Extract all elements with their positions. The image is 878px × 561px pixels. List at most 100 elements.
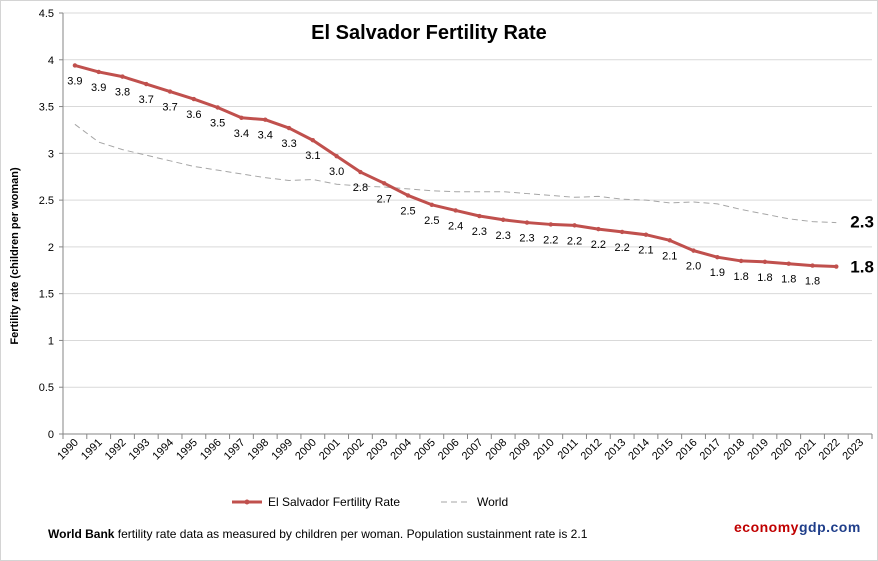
axes: [62, 13, 873, 439]
x-tick-label: 2023: [840, 437, 866, 463]
y-tick-label: 4.5: [39, 8, 54, 20]
chart-title: El Salvador Fertility Rate: [311, 22, 547, 44]
data-label: 2.4: [448, 220, 463, 232]
data-label: 1.8: [781, 274, 796, 286]
data-label: 2.1: [662, 250, 677, 262]
data-label: 2.3: [496, 230, 511, 242]
legend: El Salvador Fertility Rate World: [232, 495, 508, 509]
data-label: 3.4: [258, 130, 273, 142]
el-salvador-point: [120, 74, 125, 79]
x-tick-label: 2019: [745, 437, 771, 463]
el-salvador-point: [715, 254, 720, 260]
el-salvador-point: [453, 208, 458, 213]
el-salvador-point: [643, 232, 649, 237]
el-salvador-point: [548, 222, 553, 227]
el-salvador-point: [596, 226, 601, 232]
data-label: 2.0: [686, 261, 701, 273]
x-tick-label: 1999: [269, 437, 295, 463]
data-label: 3.1: [305, 150, 320, 162]
el-salvador-point: [810, 263, 815, 268]
el-salvador-point: [667, 238, 672, 243]
x-tick-label: 1997: [222, 437, 248, 463]
data-label: 2.3: [472, 226, 487, 238]
x-tick-label: 2007: [460, 437, 486, 463]
brand-logo[interactable]: economygdp.com: [734, 519, 861, 535]
y-tick-label: 4: [48, 55, 54, 67]
el-salvador-point: [286, 125, 292, 131]
x-tick-label: 1995: [174, 437, 200, 463]
el-salvador-point: [762, 259, 768, 265]
x-tick-label: 1996: [198, 437, 224, 463]
x-tick-label: 2003: [365, 437, 391, 463]
x-tick-label: 1998: [246, 437, 272, 463]
data-label: 3.3: [281, 138, 296, 150]
data-label: 2.5: [400, 205, 415, 217]
y-axis-label: Fertility rate (children per woman): [9, 167, 21, 345]
x-tick-label: 1993: [127, 437, 153, 463]
el-salvador-point: [144, 81, 149, 87]
data-label: 2.8: [353, 182, 368, 194]
el-salvador-point: [572, 223, 577, 228]
data-label: 2.2: [615, 242, 630, 254]
data-label: 2.3: [519, 233, 534, 245]
legend-marker-el-salvador: [244, 499, 250, 505]
footnote: World Bank fertility rate data as measur…: [48, 527, 587, 541]
el-salvador-point: [429, 202, 435, 207]
brand-part1: economy: [734, 519, 799, 535]
x-tick-label: 2010: [531, 437, 557, 463]
x-tick-label: 2022: [817, 437, 843, 463]
el-salvador-point: [167, 89, 173, 94]
el-salvador-point: [310, 138, 316, 143]
data-label: 3.8: [115, 87, 130, 99]
data-label: 1.8: [805, 276, 820, 288]
el-salvador-point: [334, 153, 339, 159]
el-salvador-point: [524, 220, 530, 225]
x-tick-label: 1994: [150, 437, 176, 463]
x-tick-label: 1992: [103, 437, 129, 463]
x-tick-label: 2018: [721, 437, 747, 463]
series-world: [74, 123, 837, 224]
world-line: [74, 123, 837, 224]
data-label: 3.9: [67, 75, 82, 87]
end-labels: 2.3 1.8: [850, 213, 874, 277]
data-label: 3.7: [139, 94, 154, 106]
el-salvador-point: [477, 213, 482, 219]
legend-label-world: World: [477, 495, 508, 509]
el-salvador-point: [691, 248, 696, 253]
y-tick-label: 1: [48, 335, 54, 347]
data-label: 2.5: [424, 215, 439, 227]
y-tick-label: 0.5: [39, 382, 54, 394]
x-tick-label: 1990: [55, 437, 81, 463]
footnote-text: fertility rate data as measured by child…: [114, 527, 588, 541]
x-tick-labels: 1990199119921993199419951996199719981999…: [55, 437, 866, 463]
x-tick-label: 2021: [793, 437, 819, 463]
data-labels: 3.9 3.9 3.8 3.7 3.7 3.6 3.5 3.4 3.4 3.3 3.1 3.0 2.8 2…: [67, 75, 820, 287]
x-tick-label: 2016: [674, 437, 700, 463]
data-label: 1.8: [757, 272, 772, 284]
el-salvador-point: [405, 193, 411, 198]
y-tick-label: 2: [48, 242, 54, 254]
el-salvador-point: [500, 217, 506, 222]
end-label-el-salvador: 1.8: [850, 258, 874, 277]
x-tick-label: 2020: [769, 437, 795, 463]
x-tick-label: 2009: [507, 437, 533, 463]
x-tick-label: 1991: [79, 437, 105, 463]
data-label: 2.2: [567, 235, 582, 247]
data-label: 3.0: [329, 166, 344, 178]
data-label: 3.6: [186, 109, 201, 121]
y-tick-label: 3: [48, 148, 54, 160]
footnote-source: World Bank: [48, 527, 115, 541]
y-tick-labels: 0 0.5 1 1.5 2 2.5 3 3.5 4 4.5: [39, 8, 54, 441]
data-label: 2.2: [543, 234, 558, 246]
data-label: 3.7: [162, 102, 177, 114]
data-label: 1.8: [733, 271, 748, 283]
x-tick-label: 2017: [698, 437, 724, 463]
el-salvador-point: [72, 63, 78, 68]
el-salvador-line: [74, 63, 837, 269]
x-tick-label: 2011: [555, 437, 580, 462]
el-salvador-point: [834, 264, 839, 269]
data-label: 1.9: [710, 267, 725, 279]
x-tick-label: 2013: [602, 437, 628, 463]
